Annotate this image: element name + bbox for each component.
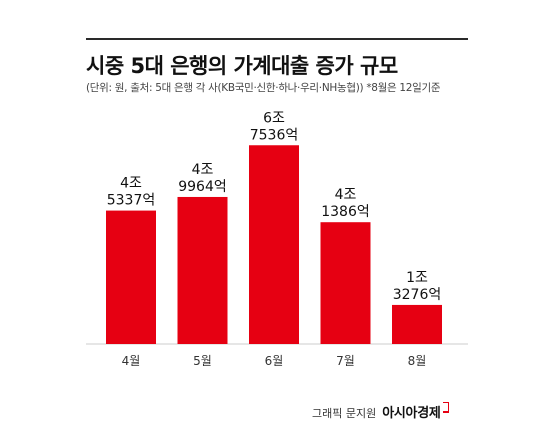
chart-subtitle: (단위: 원, 출처: 5대 은행 각 사(KB국민·신한·하나·우리·NH농협… — [86, 82, 441, 94]
x-tick-label-5: 8월 — [408, 354, 427, 368]
brand-name: 아시아경제 — [382, 406, 441, 421]
data-label-2-jo: 4조 — [192, 162, 214, 178]
x-tick-label-2: 5월 — [193, 354, 212, 368]
data-label-3-jo: 6조 — [263, 110, 285, 126]
x-tick-label-3: 6월 — [265, 354, 284, 368]
bar-4 — [320, 222, 371, 344]
data-label-4-jo: 4조 — [335, 187, 357, 203]
bar-1 — [106, 210, 156, 344]
brand-mark-icon — [442, 402, 449, 413]
graphic-credit: 그래픽 문지원 — [312, 407, 377, 420]
data-label-1-eok: 5337억 — [107, 193, 156, 209]
credit-line: 그래픽 문지원 아시아경제 — [312, 402, 449, 421]
data-label-2-eok: 9964억 — [178, 179, 227, 195]
header-rule — [86, 38, 468, 40]
brand-logo: 아시아경제 — [382, 402, 449, 421]
bar-3 — [249, 145, 299, 344]
x-tick-label-1: 4월 — [122, 354, 141, 368]
bar-5 — [392, 304, 442, 344]
chart-title: 시중 5대 은행의 가계대출 증가 규모 — [86, 54, 398, 78]
data-label-4-eok: 1386억 — [321, 204, 370, 220]
bar-2 — [177, 196, 228, 344]
x-tick-label-4: 7월 — [336, 354, 355, 368]
data-label-5-jo: 1조 — [406, 270, 428, 286]
data-label-3-eok: 7536억 — [250, 127, 299, 143]
data-label-1-jo: 4조 — [120, 176, 142, 192]
data-label-5-eok: 3276억 — [393, 287, 442, 303]
